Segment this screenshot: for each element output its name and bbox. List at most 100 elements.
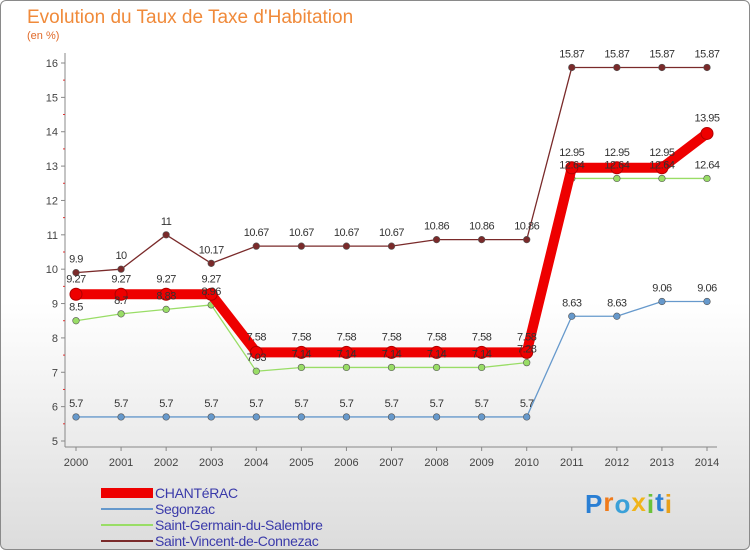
data-label: 5.7	[430, 398, 444, 410]
data-point	[252, 367, 260, 375]
data-point	[162, 231, 170, 239]
legend: CHANTéRAC Segonzac Saint-Germain-du-Salemb…	[101, 485, 323, 549]
data-point	[204, 287, 218, 301]
data-point	[72, 269, 80, 277]
x-tick-label: 2014	[695, 457, 719, 469]
data-label: 8.83	[156, 290, 176, 302]
y-tick-label: 10	[46, 264, 58, 276]
data-label: 12.64	[649, 159, 674, 171]
legend-swatch	[101, 540, 153, 542]
chart-subtitle: (en %)	[27, 30, 60, 42]
chart-title: Evolution du Taux de Taxe d'Habitation	[27, 7, 354, 28]
y-tick-label: 11	[47, 230, 58, 242]
data-point	[432, 363, 441, 372]
data-label: 8.96	[202, 286, 222, 298]
data-point	[478, 413, 486, 421]
data-label: 8.7	[114, 295, 128, 307]
legend-label: Segonzac	[155, 501, 215, 517]
data-point	[387, 413, 396, 421]
data-label: 7.14	[292, 348, 312, 360]
data-label: 9.9	[69, 254, 83, 266]
data-label: 9.27	[111, 273, 131, 285]
data-point	[297, 363, 305, 372]
data-point	[159, 287, 173, 301]
data-point	[72, 317, 80, 325]
data-point	[252, 242, 260, 250]
data-label: 13.95	[694, 112, 719, 124]
legend-swatch	[101, 524, 153, 526]
data-label: 7.28	[517, 344, 537, 356]
x-tick-label: 2009	[469, 457, 493, 469]
data-point	[523, 359, 531, 367]
legend-item: Saint-Vincent-de-Connezac	[101, 533, 323, 549]
data-label: 12.64	[694, 159, 719, 171]
x-tick-label: 2003	[199, 457, 223, 469]
data-label: 5.7	[475, 398, 489, 410]
x-tick-label: 2007	[379, 457, 403, 469]
data-point	[162, 305, 170, 313]
data-point	[297, 413, 305, 421]
data-label: 8.63	[562, 297, 582, 309]
data-point	[387, 363, 396, 372]
data-label: 12.64	[559, 159, 584, 171]
data-point	[655, 161, 669, 175]
data-point	[117, 265, 125, 273]
data-label: 7.58	[517, 331, 537, 343]
proxiti-logo: Proxiti	[585, 487, 673, 519]
y-tick-label: 7	[52, 367, 58, 379]
data-label: 7.14	[427, 348, 447, 360]
data-point	[342, 413, 351, 421]
y-tick-label: 9	[52, 299, 58, 311]
data-point	[117, 310, 125, 318]
x-tick-label: 2002	[154, 457, 178, 469]
data-label: 5.7	[159, 398, 173, 410]
y-tick-label: 16	[46, 58, 58, 70]
x-tick-label: 2012	[605, 457, 629, 469]
x-tick-label: 2004	[244, 457, 268, 469]
x-tick-label: 2010	[514, 457, 538, 469]
data-label: 5.7	[385, 398, 399, 410]
data-label: 7.14	[337, 348, 357, 360]
data-label: 9.27	[156, 273, 176, 285]
data-label: 5.7	[249, 398, 263, 410]
x-tick-label: 2006	[334, 457, 358, 469]
data-label: 7.58	[382, 331, 402, 343]
legend-label: Saint-Vincent-de-Connezac	[155, 533, 319, 549]
data-point	[520, 345, 534, 359]
legend-label: CHANTéRAC	[155, 485, 238, 501]
data-point	[658, 63, 666, 72]
data-label: 12.64	[604, 159, 629, 171]
y-tick-label: 12	[46, 195, 58, 207]
data-label: 7.03	[247, 352, 267, 364]
data-point	[385, 345, 398, 359]
data-label: 9.06	[697, 282, 717, 294]
y-tick-label: 5	[52, 436, 58, 448]
data-label: 15.87	[604, 48, 629, 60]
x-tick-label: 2000	[64, 457, 88, 469]
data-point	[342, 363, 351, 372]
data-point	[430, 345, 444, 359]
data-label: 5.7	[340, 398, 354, 410]
data-label: 7.58	[247, 331, 267, 343]
y-tick-label: 15	[46, 92, 58, 104]
data-point	[432, 236, 441, 244]
data-label: 8.5	[69, 302, 83, 314]
data-label: 9.27	[202, 273, 222, 285]
data-label: 10.86	[424, 221, 449, 233]
legend-swatch	[101, 508, 153, 510]
data-point	[432, 413, 441, 421]
data-label: 15.87	[694, 48, 719, 60]
data-label: 10.67	[334, 227, 359, 239]
data-label: 15.87	[559, 48, 584, 60]
data-point	[114, 287, 128, 301]
data-label: 10.17	[199, 244, 224, 256]
data-label: 10.86	[514, 221, 539, 233]
data-point	[658, 297, 666, 306]
data-label: 7.58	[427, 331, 447, 343]
data-label: 10.67	[244, 227, 269, 239]
data-label: 10.86	[469, 221, 494, 233]
data-point	[475, 345, 489, 359]
legend-label: Saint-Germain-du-Salembre	[155, 517, 323, 533]
data-point	[613, 63, 621, 72]
